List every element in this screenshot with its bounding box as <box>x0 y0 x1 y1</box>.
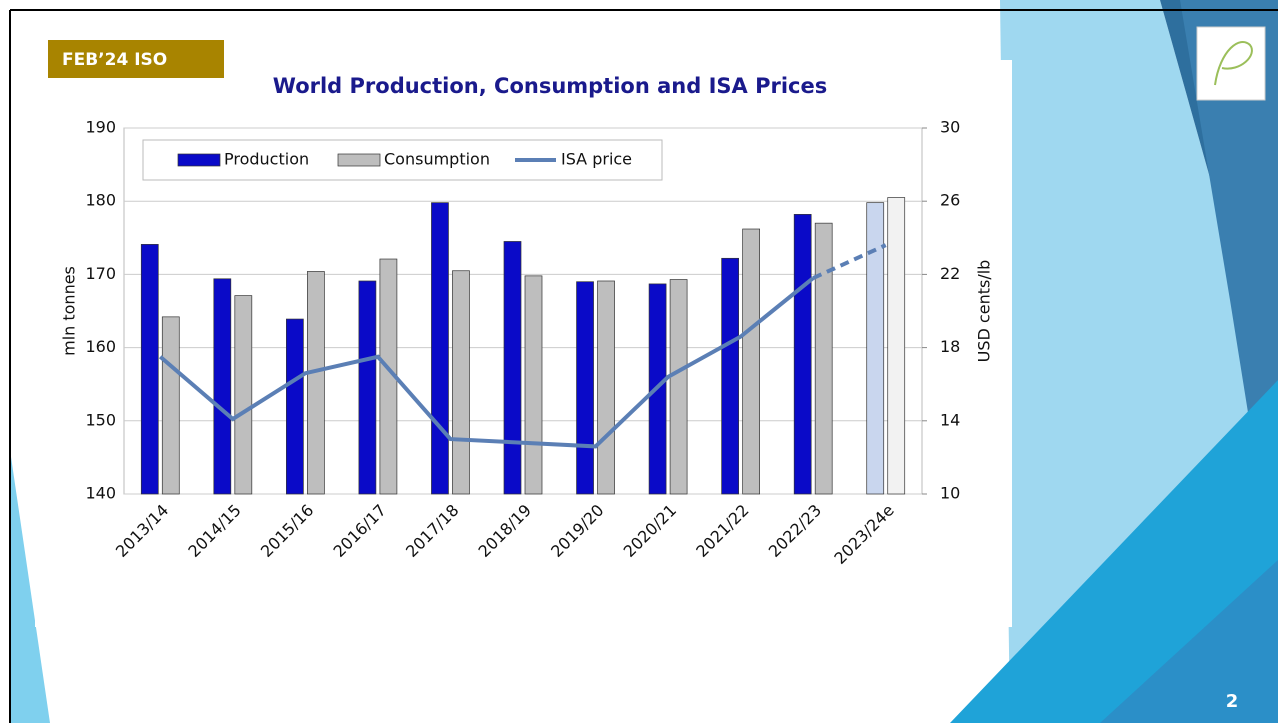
y2-tick-label: 22 <box>940 264 960 283</box>
bar <box>358 280 377 495</box>
bar <box>866 202 885 495</box>
legend-swatch <box>337 153 381 167</box>
logo <box>1196 26 1266 101</box>
legend-label: ISA price <box>561 150 632 169</box>
bar <box>524 275 543 495</box>
badge-text: FEB’24 ISO <box>62 50 167 70</box>
bar <box>576 281 594 495</box>
badge <box>48 40 224 78</box>
bar <box>887 197 906 495</box>
y2-axis-title: USD cents/lb <box>975 260 994 363</box>
y-tick-label: 170 <box>85 264 116 283</box>
bar <box>213 278 232 495</box>
decor <box>1180 0 1278 600</box>
bar <box>814 222 833 495</box>
legend-swatch <box>177 153 221 167</box>
bar <box>721 257 739 495</box>
bar <box>161 316 180 495</box>
y2-tick-label: 18 <box>940 337 960 356</box>
logo-mark <box>1214 40 1253 86</box>
y-axis-title: mln tonnes <box>60 266 79 356</box>
bar <box>140 244 159 495</box>
decor <box>10 450 50 723</box>
bar <box>431 202 449 495</box>
bar <box>742 228 760 495</box>
legend <box>142 139 663 181</box>
y-tick-label: 180 <box>85 191 116 210</box>
bar <box>597 280 615 495</box>
bar <box>452 270 470 495</box>
plot-area <box>123 127 923 495</box>
legend-label: Consumption <box>384 150 490 169</box>
y2-tick-label: 14 <box>940 410 960 429</box>
bar <box>793 214 812 495</box>
bar <box>286 318 304 495</box>
bar <box>669 279 688 495</box>
decor <box>1100 560 1278 723</box>
y2-tick-label: 26 <box>940 191 960 210</box>
bar <box>307 271 325 495</box>
y-tick-label: 150 <box>85 410 116 429</box>
y-tick-label: 190 <box>85 118 116 137</box>
y-tick-label: 140 <box>85 484 116 503</box>
bar <box>234 295 253 495</box>
bar <box>503 241 522 495</box>
page-number: 2 <box>1226 691 1239 712</box>
chart-title: World Production, Consumption and ISA Pr… <box>273 74 827 98</box>
legend-label: Production <box>224 150 309 169</box>
line <box>158 276 815 449</box>
y-tick-label: 160 <box>85 337 116 356</box>
y2-tick-label: 30 <box>940 118 960 137</box>
y2-tick-label: 10 <box>940 484 960 503</box>
line-dashed <box>812 243 887 280</box>
